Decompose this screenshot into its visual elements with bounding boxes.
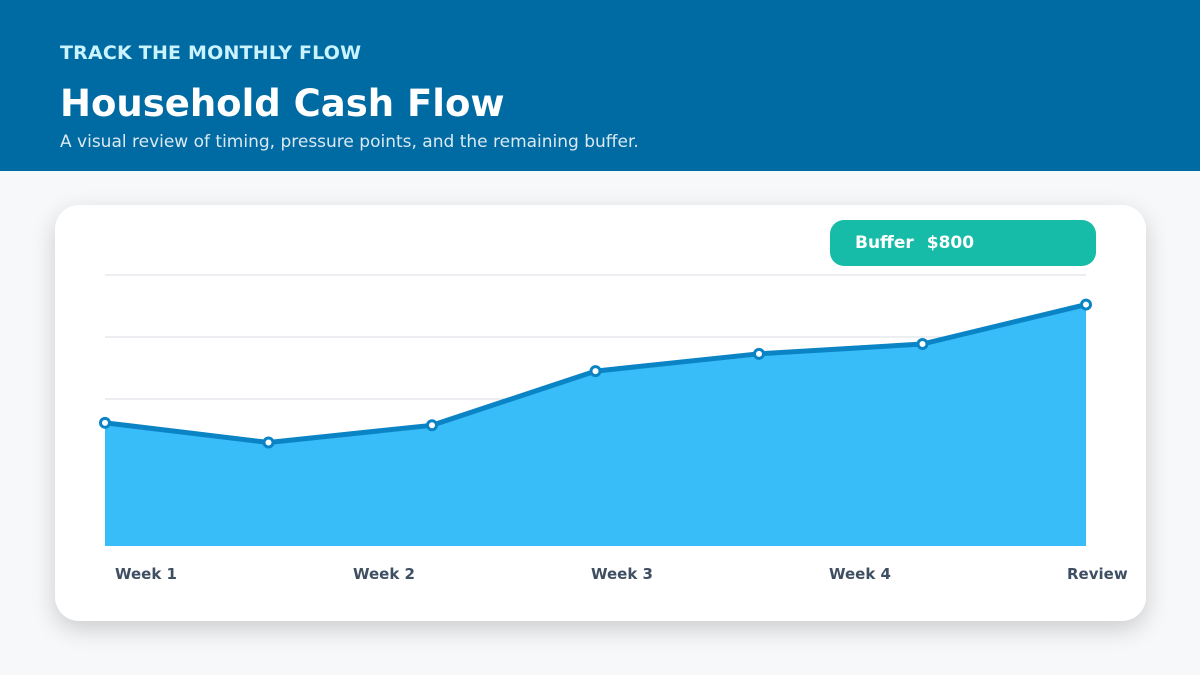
- x-tick-label: Week 1: [115, 565, 177, 583]
- page-title: Household Cash Flow: [60, 82, 505, 125]
- x-tick-label: Week 3: [591, 565, 653, 583]
- header-banner: TRACK THE MONTHLY FLOW Household Cash Fl…: [0, 0, 1200, 171]
- buffer-label: Buffer: [855, 233, 914, 253]
- data-point: [589, 365, 602, 378]
- data-point: [426, 419, 438, 432]
- data-point: [753, 347, 765, 360]
- x-axis-labels: Week 1 Week 2 Week 3 Week 4 Review: [115, 565, 1128, 583]
- page-subtitle: A visual review of timing, pressure poin…: [60, 132, 639, 152]
- area-layer: [104, 302, 1087, 546]
- data-point: [99, 416, 111, 429]
- buffer-badge: Buffer $800: [830, 220, 1096, 266]
- data-point: [916, 337, 929, 350]
- data-point: [262, 436, 275, 449]
- area-fill: [105, 304, 1086, 546]
- eyebrow-text: TRACK THE MONTHLY FLOW: [60, 42, 362, 64]
- x-tick-label: Week 4: [829, 565, 891, 583]
- x-tick-label: Review: [1067, 565, 1128, 583]
- data-points: [99, 298, 1092, 449]
- data-point: [1080, 298, 1092, 311]
- x-tick-label: Week 2: [353, 565, 415, 583]
- buffer-value: $800: [926, 233, 975, 253]
